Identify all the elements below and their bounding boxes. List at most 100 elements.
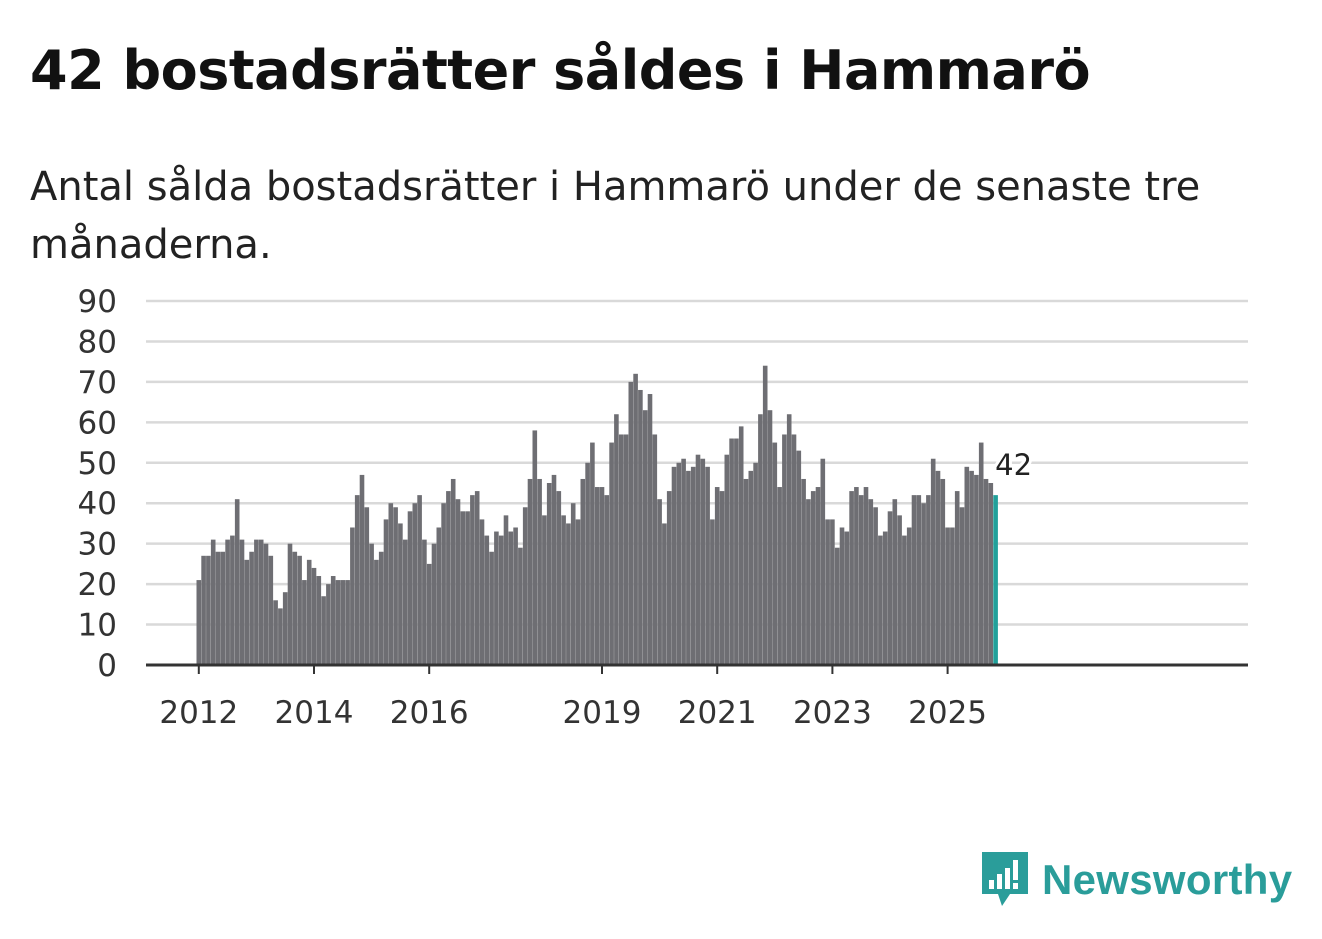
bar [964,466,970,665]
bar [810,491,816,665]
y-axis-ticks: 0 10 20 30 40 50 60 70 80 90 [78,284,117,684]
bar [609,442,614,665]
x-axis: 2012 2014 2016 2019 2021 2023 2025 [146,663,1248,731]
bar [489,551,494,665]
bar [580,478,586,665]
bar [450,478,456,665]
bar [513,527,518,665]
bar [508,531,514,665]
bar [762,365,768,665]
bar [590,442,595,665]
bar [575,519,581,665]
y-tick-label: 40 [78,486,117,522]
bar [897,515,902,665]
bar [479,519,485,665]
bar [868,499,874,665]
bar [906,527,912,665]
bar [604,495,610,665]
y-tick-label: 50 [78,446,117,482]
bar-highlight [993,495,998,665]
bar [724,454,730,665]
bar [340,580,346,665]
bar [988,483,994,665]
bar [306,559,312,665]
bar [407,511,413,665]
bar [354,495,360,665]
bar [556,491,562,665]
bar [566,523,571,665]
bar [196,580,202,665]
bar [383,519,389,665]
y-tick-label: 70 [78,365,117,401]
bar [374,559,379,665]
bar [201,555,206,665]
bar [935,470,941,665]
bar [729,438,734,665]
bar [585,462,590,665]
bar [686,470,691,665]
bar [916,495,922,665]
bar [666,491,672,665]
bar [743,478,749,665]
bar [230,535,235,665]
bar [594,487,600,665]
newsworthy-logo: Newsworthy [980,850,1292,910]
bar [652,434,658,665]
bar [494,531,499,665]
bar [268,555,274,665]
bar [878,535,883,665]
bar [863,487,869,665]
bar [974,474,979,665]
bar [537,478,542,665]
bar [388,503,394,665]
bar [364,507,370,665]
bar [470,495,475,665]
bar [455,499,461,665]
bar [527,478,533,665]
bar [926,495,931,665]
bar [873,507,878,665]
bar-chart: 0 10 20 30 40 50 60 70 80 90 2012 2014 2016 2019 2021… [78,284,1248,731]
x-tick-label: 2025 [908,695,987,731]
y-tick-label: 80 [78,324,117,360]
x-tick-label: 2023 [793,695,872,731]
bar [690,466,696,665]
bar [887,511,893,665]
bar [220,551,226,665]
bar [446,491,451,665]
bar [844,531,850,665]
bar [546,483,552,665]
y-tick-label: 60 [78,405,117,441]
bar [210,539,216,665]
bar [815,487,821,665]
bar [950,527,955,665]
bar [921,503,926,665]
bar [282,592,288,665]
bar [551,474,557,665]
bar [258,539,264,665]
x-tick-label: 2012 [159,695,238,731]
bar [902,535,907,665]
bar [633,373,638,665]
bar-series [196,365,998,665]
bar [892,499,898,665]
bar [786,414,792,665]
y-tick-label: 20 [78,567,117,603]
bar [498,535,504,665]
bar [484,535,490,665]
bar [753,462,758,665]
bar [398,523,403,665]
bar [402,539,408,665]
bar [676,462,682,665]
bar [278,608,283,665]
x-tick-label: 2019 [563,695,642,731]
bar [671,466,677,665]
bar [839,527,845,665]
x-tick-label: 2014 [275,695,354,731]
bar [806,499,811,665]
bar [273,600,278,665]
bar [758,414,763,665]
bar [522,507,528,665]
bar [321,596,326,665]
